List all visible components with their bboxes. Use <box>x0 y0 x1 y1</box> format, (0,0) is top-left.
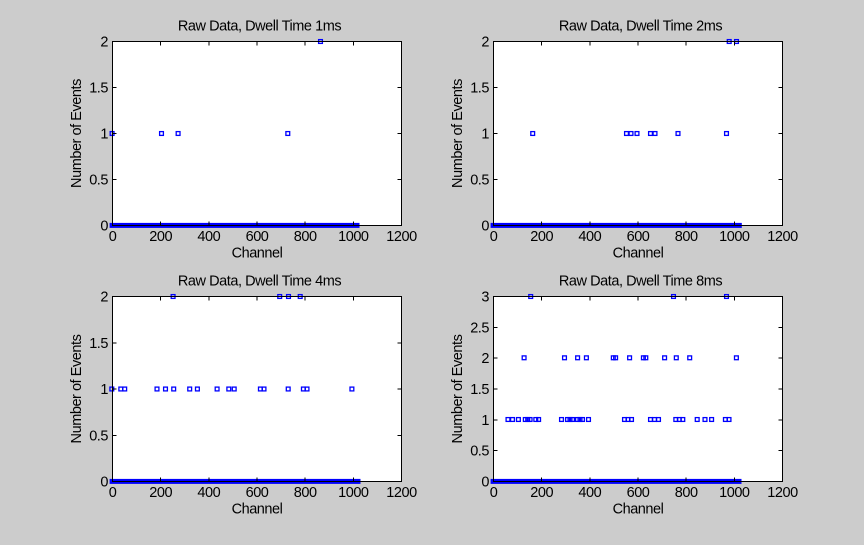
svg-text:1.5: 1.5 <box>470 382 489 398</box>
svg-text:1200: 1200 <box>767 229 798 245</box>
svg-text:0: 0 <box>490 485 498 501</box>
svg-text:0: 0 <box>100 475 108 491</box>
svg-text:800: 800 <box>294 485 317 501</box>
svg-text:1200: 1200 <box>386 485 417 501</box>
svg-text:Channel: Channel <box>613 246 664 262</box>
svg-text:Raw Data, Dwell Time 2ms: Raw Data, Dwell Time 2ms <box>559 19 722 35</box>
svg-text:1200: 1200 <box>767 485 798 501</box>
svg-text:Number of Events: Number of Events <box>69 334 85 443</box>
svg-text:400: 400 <box>197 485 220 501</box>
svg-text:1: 1 <box>100 127 108 143</box>
svg-text:800: 800 <box>294 229 317 245</box>
svg-text:1.5: 1.5 <box>470 81 489 97</box>
svg-text:3: 3 <box>481 290 489 306</box>
svg-text:1200: 1200 <box>386 229 417 245</box>
svg-text:0: 0 <box>109 229 117 245</box>
svg-text:400: 400 <box>197 229 220 245</box>
svg-text:1.5: 1.5 <box>89 336 108 352</box>
svg-text:1000: 1000 <box>338 485 369 501</box>
svg-text:0.5: 0.5 <box>470 444 489 460</box>
svg-text:Channel: Channel <box>232 246 283 262</box>
svg-text:1000: 1000 <box>719 229 750 245</box>
svg-text:600: 600 <box>246 229 269 245</box>
svg-text:200: 200 <box>149 229 172 245</box>
svg-text:1000: 1000 <box>338 229 369 245</box>
svg-text:0.5: 0.5 <box>470 173 489 189</box>
svg-text:2: 2 <box>100 290 108 306</box>
svg-text:Number of Events: Number of Events <box>450 334 466 443</box>
svg-text:1: 1 <box>481 127 489 143</box>
svg-text:Number of Events: Number of Events <box>69 79 85 188</box>
svg-text:600: 600 <box>627 229 650 245</box>
svg-text:600: 600 <box>246 485 269 501</box>
svg-text:0.5: 0.5 <box>89 173 108 189</box>
svg-text:800: 800 <box>675 229 698 245</box>
svg-text:0: 0 <box>100 219 108 235</box>
svg-text:200: 200 <box>530 485 553 501</box>
svg-text:Number of Events: Number of Events <box>450 79 466 188</box>
svg-text:Raw Data, Dwell Time 4ms: Raw Data, Dwell Time 4ms <box>178 274 341 290</box>
svg-text:200: 200 <box>530 229 553 245</box>
svg-text:1.5: 1.5 <box>89 81 108 97</box>
svg-text:400: 400 <box>578 485 601 501</box>
svg-text:1: 1 <box>100 382 108 398</box>
svg-text:0.5: 0.5 <box>89 428 108 444</box>
svg-text:2: 2 <box>481 35 489 51</box>
svg-text:0: 0 <box>481 219 489 235</box>
svg-text:800: 800 <box>675 485 698 501</box>
svg-text:400: 400 <box>578 229 601 245</box>
svg-text:Raw Data, Dwell Time 1ms: Raw Data, Dwell Time 1ms <box>178 19 341 35</box>
svg-text:0: 0 <box>481 475 489 491</box>
svg-text:Raw Data, Dwell Time 8ms: Raw Data, Dwell Time 8ms <box>559 274 722 290</box>
svg-text:2: 2 <box>481 351 489 367</box>
svg-text:Channel: Channel <box>232 502 283 518</box>
svg-text:1000: 1000 <box>719 485 750 501</box>
svg-text:2: 2 <box>100 35 108 51</box>
svg-text:600: 600 <box>627 485 650 501</box>
svg-text:1: 1 <box>481 413 489 429</box>
svg-text:0: 0 <box>109 485 117 501</box>
svg-text:0: 0 <box>490 229 498 245</box>
svg-text:Channel: Channel <box>613 502 664 518</box>
svg-text:2.5: 2.5 <box>470 320 489 336</box>
svg-text:200: 200 <box>149 485 172 501</box>
